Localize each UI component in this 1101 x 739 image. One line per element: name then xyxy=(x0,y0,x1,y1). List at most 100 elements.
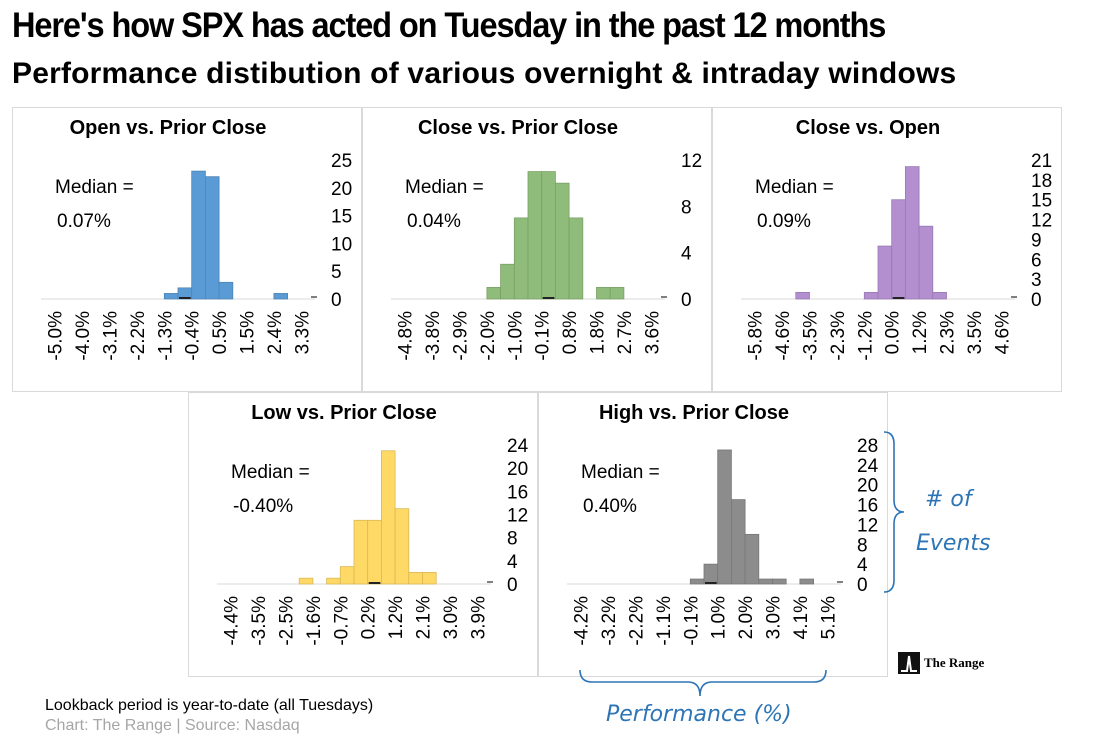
histogram-bar xyxy=(596,287,611,300)
x-tick-label: -1.3% xyxy=(155,311,176,361)
chart-subtitle: Performance distibution of various overn… xyxy=(12,57,957,90)
lookback-note: Lookback period is year-to-date (all Tue… xyxy=(45,697,374,714)
histogram-bar xyxy=(380,450,396,585)
y-tick-label: 12 xyxy=(857,515,878,536)
median-label: Median = xyxy=(581,462,660,483)
median-label: Median = xyxy=(755,177,834,198)
histogram-bar xyxy=(513,217,529,300)
x-tick-label: 0.5% xyxy=(210,311,231,354)
histogram-bar xyxy=(918,225,934,300)
x-tick-label: 5.1% xyxy=(818,596,839,639)
x-tick-label: 2.7% xyxy=(615,311,636,354)
x-tick-label: 3.3% xyxy=(292,311,313,354)
histogram-bar xyxy=(204,176,220,300)
y-tick-label: 4 xyxy=(857,555,868,576)
y-tick-label: 16 xyxy=(507,482,528,503)
performance-brace xyxy=(579,669,827,697)
performance-annotation: Performance (%) xyxy=(606,702,792,727)
median-value: 0.04% xyxy=(407,211,461,232)
x-tick-label: -3.1% xyxy=(101,311,122,361)
x-tick-label: -4.4% xyxy=(222,596,243,646)
events-annotation-line1: # of xyxy=(925,487,972,512)
histogram-bar xyxy=(298,577,314,585)
x-tick-label: -2.2% xyxy=(627,596,648,646)
median-value: 0.09% xyxy=(757,211,811,232)
histogram-bar xyxy=(554,182,570,300)
x-tick-label: -3.5% xyxy=(801,311,822,361)
the-range-logo: The Range xyxy=(898,652,984,674)
histogram-bar xyxy=(863,291,879,300)
x-tick-label: -5.0% xyxy=(46,311,67,361)
y-tick-label: 8 xyxy=(857,535,868,556)
histogram-bar xyxy=(273,293,288,300)
y-tick-label: 15 xyxy=(1031,191,1052,212)
chart-title: Here's how SPX has acted on Tuesday in t… xyxy=(12,6,886,45)
y-tick-label: 12 xyxy=(507,506,528,527)
histogram-bar xyxy=(932,291,947,300)
x-tick-label: 3.9% xyxy=(468,596,489,639)
histogram-bar xyxy=(326,577,341,585)
y-tick-label: 4 xyxy=(507,552,518,573)
x-tick-label: -0.4% xyxy=(183,311,204,361)
panel-close-vs-prior-close: Close vs. Prior Close Median = 0.04% 12 8 4 0 -… xyxy=(362,107,712,392)
y-tick-label: 8 xyxy=(681,197,692,218)
panel-title: Close vs. Open xyxy=(796,117,941,139)
histogram-bar xyxy=(891,199,906,300)
x-tick-label: 2.0% xyxy=(736,596,757,639)
histogram-bar xyxy=(772,578,787,585)
x-tick-label: 3.5% xyxy=(965,311,986,354)
histogram-svg: Close vs. Prior Close Median = 0.04% 12 8 4 0 -… xyxy=(391,117,702,361)
histogram-bar xyxy=(799,578,814,585)
x-tick-label: 1.2% xyxy=(386,596,407,639)
y-tick-label: 20 xyxy=(857,476,878,497)
x-tick-label: -1.2% xyxy=(855,311,876,361)
y-tick-label: 0 xyxy=(331,290,342,311)
y-tick-label: 8 xyxy=(507,529,518,550)
median-label: Median = xyxy=(231,462,310,483)
y-tick-label: 4 xyxy=(681,244,692,265)
y-tick-label: 16 xyxy=(857,496,878,517)
histogram-bar xyxy=(367,519,382,585)
x-tick-label: 0.2% xyxy=(359,596,380,639)
x-tick-label: -3.2% xyxy=(599,596,620,646)
y-tick-label: 24 xyxy=(857,456,879,477)
histogram-bar xyxy=(163,293,179,300)
x-tick-label: -2.0% xyxy=(478,311,499,361)
median-value: 0.40% xyxy=(583,496,637,517)
x-tick-label: 4.1% xyxy=(791,596,812,639)
histogram-bar xyxy=(394,508,410,585)
x-tick-label: -4.2% xyxy=(572,596,593,646)
x-tick-label: 1.2% xyxy=(910,311,931,354)
histogram-bar xyxy=(904,166,920,300)
histogram-bar xyxy=(408,572,423,585)
x-tick-label: -2.2% xyxy=(128,311,149,361)
x-tick-label: 3.0% xyxy=(441,596,462,639)
panel-close-vs-open: Close vs. Open Median = 0.09% 21 18 15 12 9 6 3 0 -… xyxy=(712,107,1062,392)
x-tick-label: -2.9% xyxy=(451,311,472,361)
histogram-svg: Open vs. Prior Close Median = 0.07% 25 20 15 1… xyxy=(41,117,352,361)
y-tick-label: 9 xyxy=(1031,230,1042,251)
logo-text: The Range xyxy=(924,655,985,670)
x-tick-label: -4.0% xyxy=(73,311,94,361)
histogram-bar xyxy=(339,566,355,585)
x-tick-label: 2.4% xyxy=(265,311,286,354)
x-tick-label: 1.5% xyxy=(238,311,259,354)
x-tick-label: 1.8% xyxy=(588,311,609,354)
histogram-bar xyxy=(730,499,746,585)
histogram-bar xyxy=(353,519,369,585)
panel-low-vs-prior-close: Low vs. Prior Close Median = -0.40% 24 20 16 1… xyxy=(188,392,538,677)
histogram-bar xyxy=(422,572,437,585)
panel-open-vs-prior-close: Open vs. Prior Close Median = 0.07% 25 20 15 1… xyxy=(12,107,362,392)
events-annotation-line2: Events xyxy=(916,531,991,556)
x-tick-label: -3.8% xyxy=(423,311,444,361)
source-note: Chart: The Range | Source: Nasdaq xyxy=(45,717,300,734)
y-tick-label: 21 xyxy=(1031,151,1052,172)
x-tick-label: -4.8% xyxy=(396,311,417,361)
median-label: Median = xyxy=(55,177,134,198)
x-tick-label: -3.5% xyxy=(249,596,270,646)
panel-title: Close vs. Prior Close xyxy=(418,117,618,139)
histogram-bar xyxy=(717,449,732,585)
histogram-bar xyxy=(527,171,543,300)
